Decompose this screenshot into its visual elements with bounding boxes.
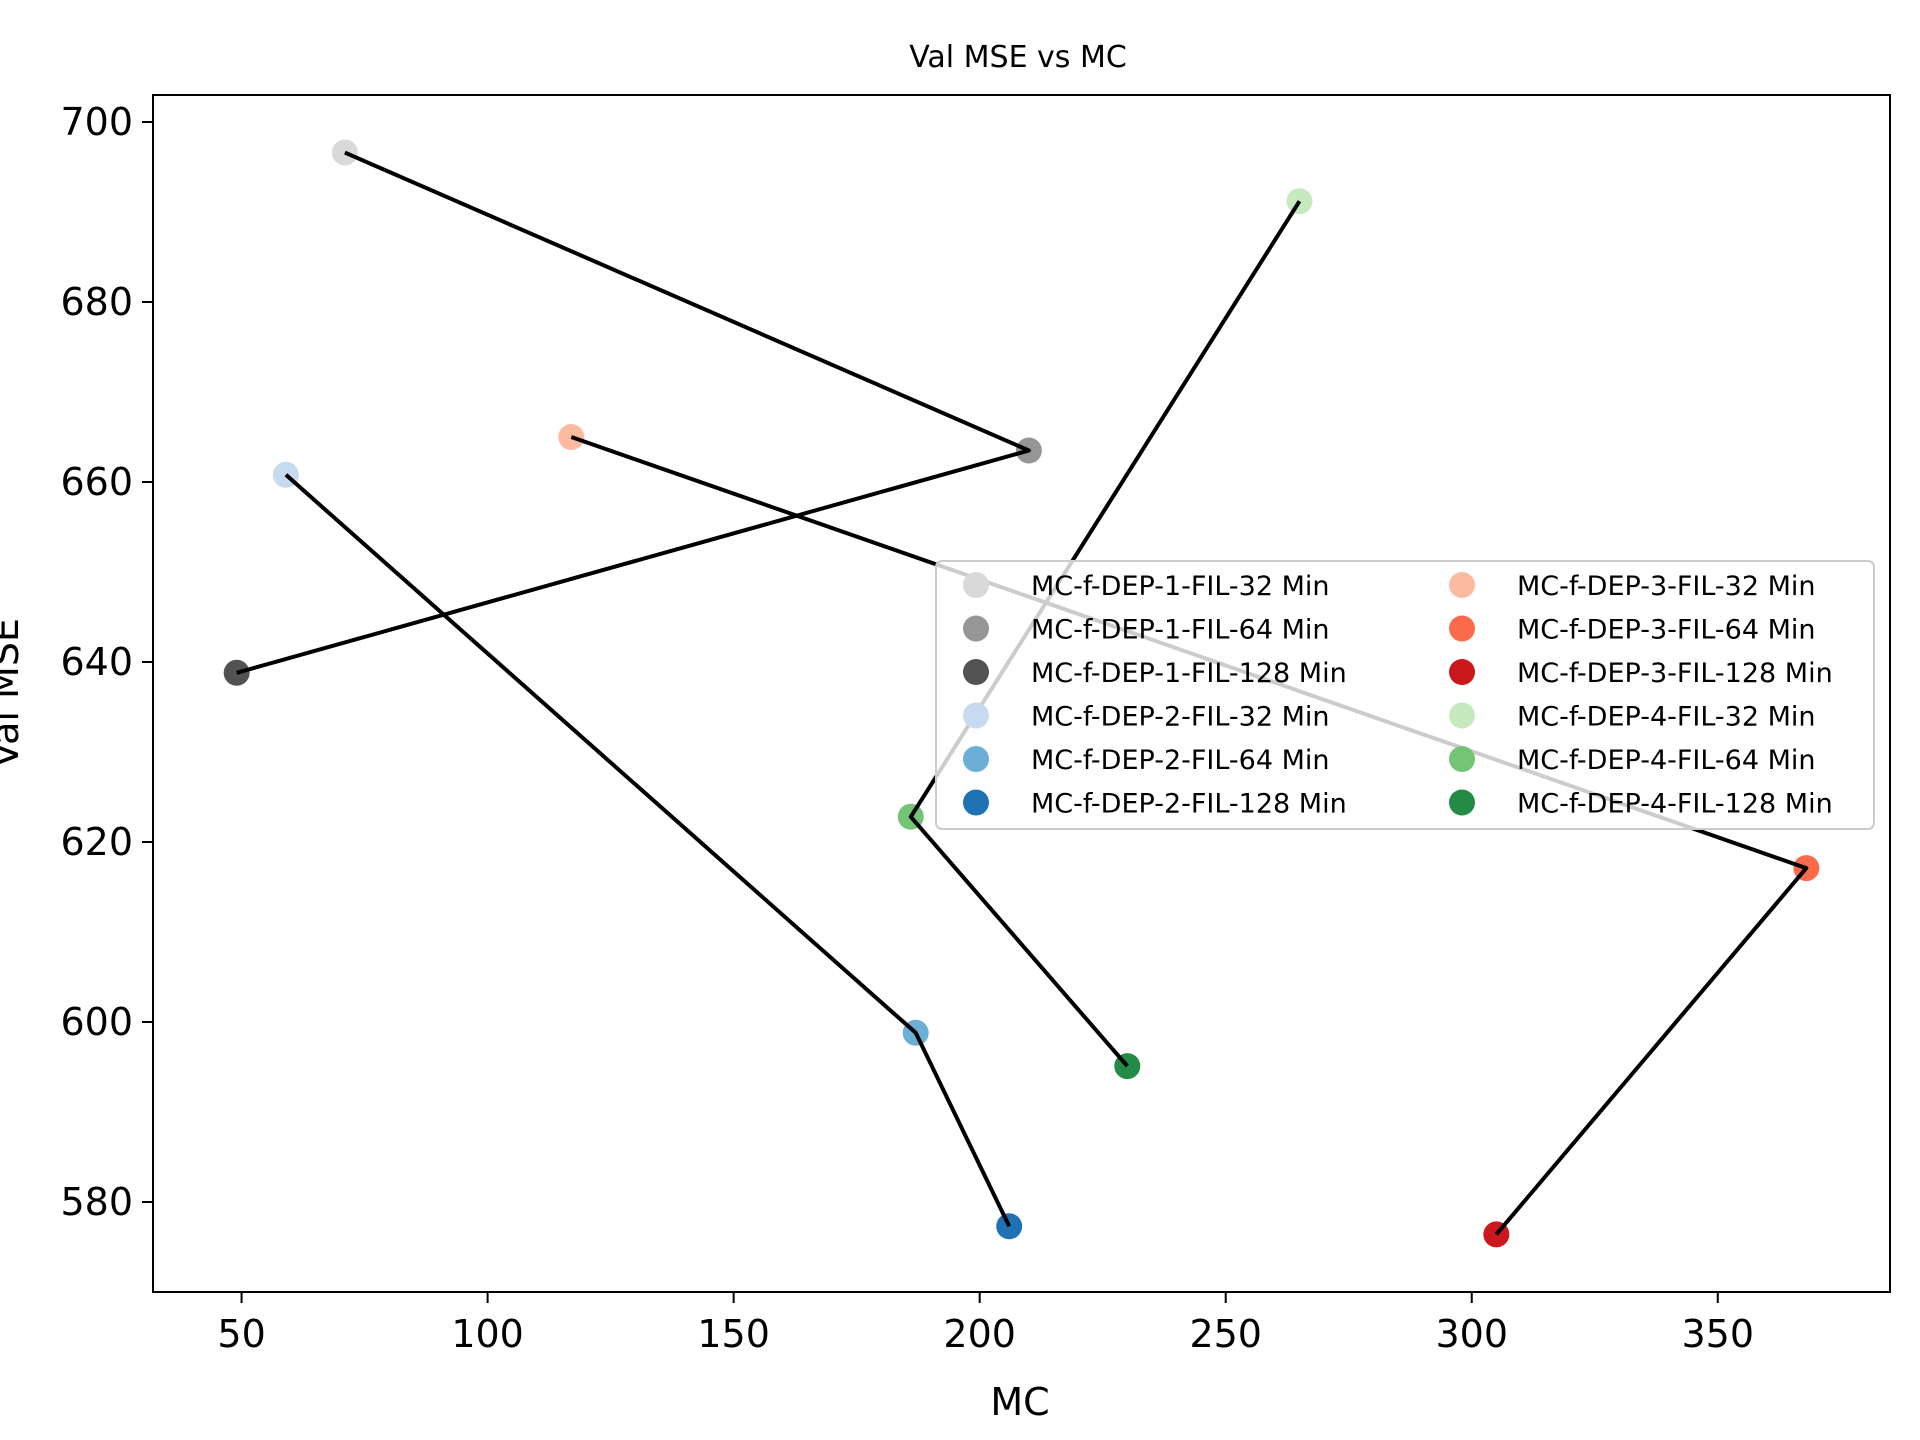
legend-label-2: MC-f-DEP-1-FIL-64 Min xyxy=(1031,615,1330,646)
legend-marker-8 xyxy=(1449,615,1475,642)
y-axis-label: Val MSE xyxy=(0,618,27,768)
data-point-10 xyxy=(1286,188,1313,215)
legend-box xyxy=(935,560,1875,830)
legend: MC-f-DEP-1-FIL-32 Min MC-f-DEP-1-FIL-64 M… xyxy=(935,560,1875,830)
series-line-1 xyxy=(236,150,1031,675)
x-axis-ticks: 50 100 150 200 250 300 350 xyxy=(217,1292,1754,1356)
legend-label-3: MC-f-DEP-1-FIL-128 Min xyxy=(1031,658,1347,689)
x-tick-label: 50 xyxy=(217,1312,265,1356)
y-tick-label: 580 xyxy=(60,1180,133,1224)
x-tick-label: 150 xyxy=(697,1312,770,1356)
data-point-3 xyxy=(223,659,250,686)
legend-marker-12 xyxy=(1449,789,1475,816)
legend-label-5: MC-f-DEP-2-FIL-64 Min xyxy=(1031,745,1330,776)
y-tick-label: 680 xyxy=(60,280,133,324)
legend-label-1: MC-f-DEP-1-FIL-32 Min xyxy=(1031,571,1330,602)
legend-marker-11 xyxy=(1449,746,1475,772)
y-tick-label: 600 xyxy=(60,1000,133,1044)
series-line-2 xyxy=(284,473,1012,1228)
y-tick-label: 700 xyxy=(60,100,133,144)
legend-label-9: MC-f-DEP-3-FIL-128 Min xyxy=(1517,658,1833,689)
x-tick-label: 100 xyxy=(451,1312,524,1356)
legend-label-4: MC-f-DEP-2-FIL-32 Min xyxy=(1031,702,1330,733)
x-tick-label: 250 xyxy=(1189,1312,1262,1356)
series-line-4 xyxy=(908,200,1302,1068)
legend-label-8: MC-f-DEP-3-FIL-64 Min xyxy=(1517,615,1816,646)
plot-frame xyxy=(152,94,1891,1293)
legend-marker-2 xyxy=(963,615,989,642)
y-axis-ticks: 580 600 620 640 660 680 700 xyxy=(60,100,153,1224)
x-axis-label: MC xyxy=(990,1380,1049,1424)
legend-marker-3 xyxy=(963,659,989,685)
legend-marker-6 xyxy=(963,789,989,816)
chart-title: Val MSE vs MC xyxy=(909,40,1127,75)
legend-label-6: MC-f-DEP-2-FIL-128 Min xyxy=(1031,789,1347,820)
legend-marker-5 xyxy=(963,746,989,772)
legend-label-10: MC-f-DEP-4-FIL-32 Min xyxy=(1517,702,1816,733)
x-tick-label: 300 xyxy=(1435,1312,1508,1356)
y-tick-label: 620 xyxy=(60,820,133,864)
data-point-7 xyxy=(558,424,585,450)
legend-marker-7 xyxy=(1449,572,1475,598)
legend-label-12: MC-f-DEP-4-FIL-128 Min xyxy=(1517,789,1833,820)
y-tick-label: 660 xyxy=(60,460,133,504)
legend-marker-9 xyxy=(1449,659,1475,685)
x-tick-label: 350 xyxy=(1682,1312,1755,1356)
legend-marker-1 xyxy=(963,572,989,598)
y-tick-label: 640 xyxy=(60,640,133,684)
legend-marker-4 xyxy=(963,702,989,729)
legend-marker-10 xyxy=(1449,702,1475,729)
legend-label-11: MC-f-DEP-4-FIL-64 Min xyxy=(1517,745,1816,776)
legend-label-7: MC-f-DEP-3-FIL-32 Min xyxy=(1517,571,1816,602)
x-tick-label: 200 xyxy=(943,1312,1016,1356)
